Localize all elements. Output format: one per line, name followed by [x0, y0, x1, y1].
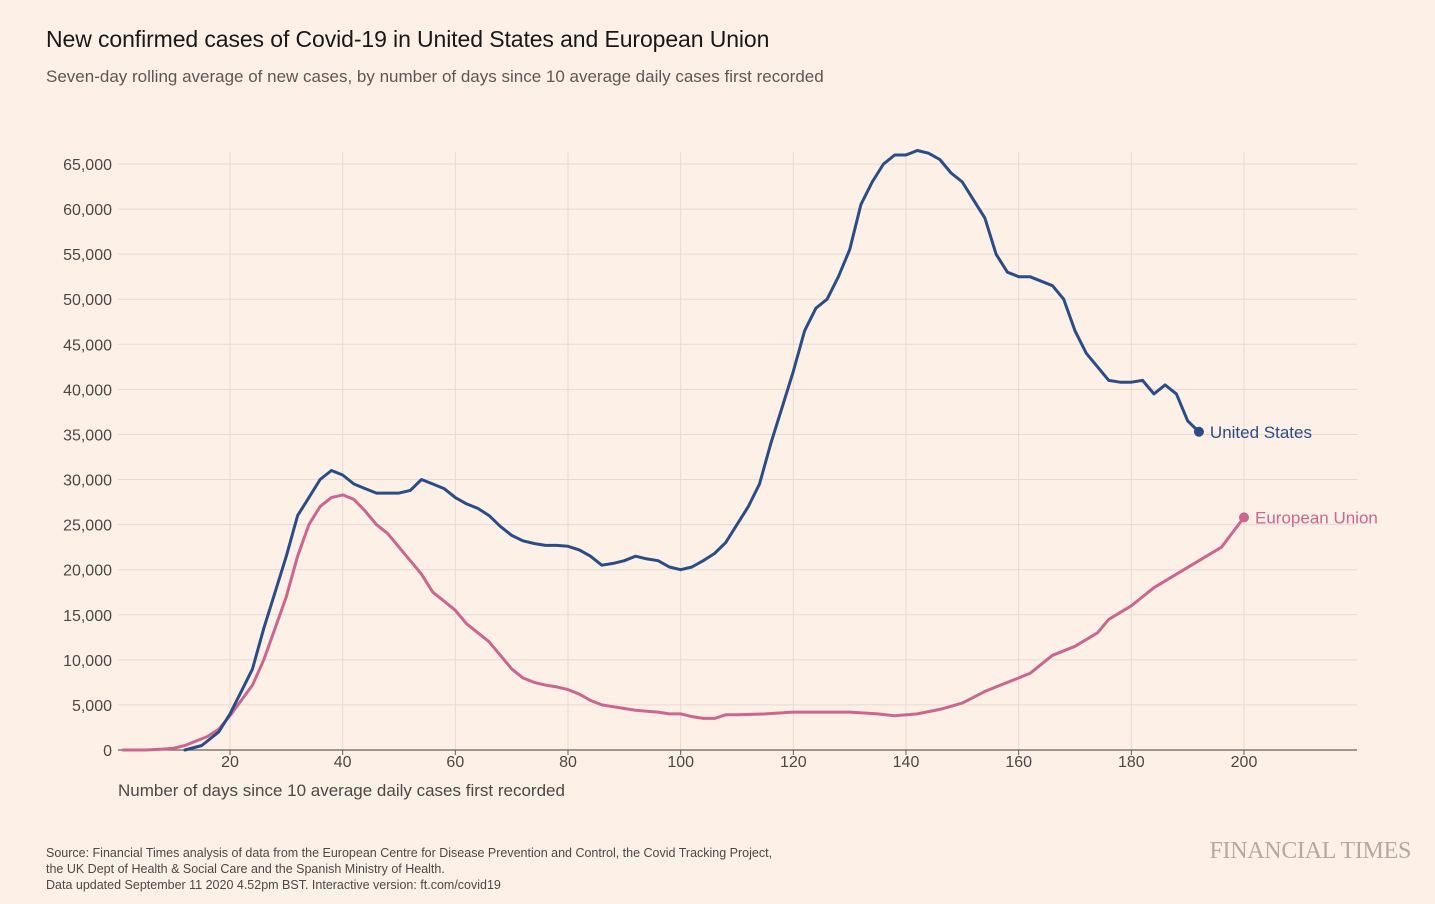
x-tick-label: 160 — [1005, 754, 1032, 771]
y-tick-label: 15,000 — [63, 608, 112, 625]
chart-title: New confirmed cases of Covid-19 in Unite… — [46, 26, 770, 52]
y-tick-label: 30,000 — [63, 473, 112, 490]
y-tick-label: 25,000 — [63, 518, 112, 535]
y-tick-label: 5,000 — [72, 698, 112, 715]
x-tick-label: 80 — [559, 754, 577, 771]
x-tick-label: 180 — [1118, 754, 1145, 771]
source-note: Source: Financial Times analysis of data… — [46, 845, 772, 893]
y-tick-label: 10,000 — [63, 653, 112, 670]
x-tick-label: 60 — [446, 754, 464, 771]
source-line-2: the UK Dept of Health & Social Care and … — [46, 862, 445, 876]
x-tick-label: 140 — [893, 754, 920, 771]
x-tick-label: 20 — [221, 754, 239, 771]
x-tick-label: 200 — [1231, 754, 1258, 771]
source-line-3: Data updated September 11 2020 4.52pm BS… — [46, 878, 501, 892]
x-tick-label: 120 — [780, 754, 807, 771]
gridlines — [118, 152, 1357, 755]
x-tick-label: 100 — [667, 754, 694, 771]
y-tick-label: 55,000 — [63, 247, 112, 264]
series-end-dot — [1193, 426, 1204, 437]
series-line-united-states — [183, 149, 1201, 752]
series-label-european-union: European Union — [1255, 508, 1378, 527]
y-tick-label: 20,000 — [63, 563, 112, 580]
series-labels: European Union United States — [1210, 423, 1378, 528]
y-tick-label: 45,000 — [63, 337, 112, 354]
y-tick-label: 65,000 — [63, 157, 112, 174]
series-lines — [121, 149, 1249, 752]
chart-subtitle: Seven-day rolling average of new cases, … — [46, 67, 824, 86]
y-tick-label: 0 — [103, 743, 112, 760]
x-tick-label: 40 — [334, 754, 352, 771]
series-end-dot — [1239, 512, 1249, 523]
series-label-united-states: United States — [1210, 423, 1312, 442]
y-tick-label: 60,000 — [63, 202, 112, 219]
tick-labels: 0 5,000 10,000 15,000 20,000 25,000 30,000 35,0… — [63, 157, 1257, 771]
y-tick-label: 35,000 — [63, 427, 112, 444]
y-tick-label: 40,000 — [63, 382, 112, 399]
series-line-european-union — [121, 493, 1246, 752]
source-line-1: Source: Financial Times analysis of data… — [46, 846, 773, 860]
y-tick-label: 50,000 — [63, 292, 112, 309]
financial-times-logo: FINANCIAL TIMES — [1209, 838, 1411, 864]
x-axis-label: Number of days since 10 average daily ca… — [118, 781, 565, 800]
